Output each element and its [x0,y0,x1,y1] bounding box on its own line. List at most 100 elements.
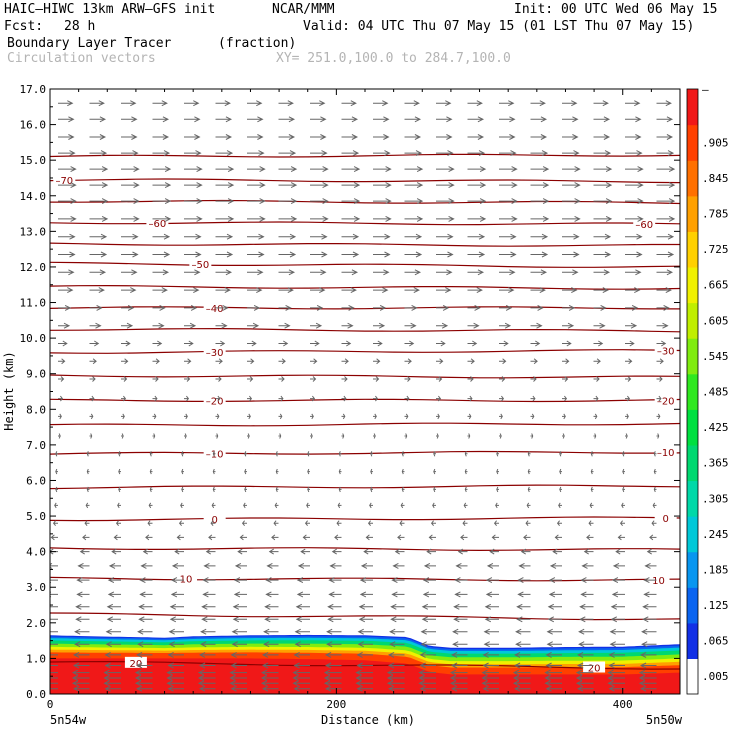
circulation-vector [58,395,64,402]
circulation-vector [359,591,373,598]
circulation-vector [495,502,499,509]
circulation-vector [215,182,235,189]
colorbar-label: .545 [702,350,729,363]
circulation-vector [327,616,342,623]
circulation-vector [184,116,201,123]
temperature-contour [50,398,680,403]
circulation-vector [341,198,361,205]
circulation-vector [121,322,134,329]
circulation-vector [580,577,594,584]
circulation-vector [265,591,279,598]
circulation-vector [656,376,663,382]
circulation-vector [369,502,373,509]
circulation-vector [215,233,234,240]
circulation-vector [515,628,531,635]
circulation-vector [74,641,90,648]
colorbar-label: .245 [702,528,729,541]
circulation-vector [294,641,310,648]
circulation-vector [152,395,158,402]
circulation-vector [420,628,436,635]
circulation-vector [482,685,499,692]
contour-label-bg [654,511,677,523]
circulation-vector [464,468,468,475]
temperature-contour [50,516,680,522]
colorbar-frame [686,88,699,695]
colorbar-label: .005 [702,670,729,683]
circulation-vector [404,233,423,240]
circulation-vector [149,468,153,475]
circulation-vector [278,233,297,240]
tracer-band-red [50,658,680,694]
circulation-vector [467,287,483,294]
circulation-vector [247,376,254,382]
circulation-vector [356,662,373,669]
circulation-vector [609,641,625,648]
circulation-vector [512,680,531,687]
circulation-vector [208,534,216,541]
circulation-vector [625,376,632,382]
circulation-vector [610,603,625,610]
circulation-vector [392,562,405,569]
circulation-vector [583,548,594,555]
circulation-vector [229,675,247,681]
circulation-vector [622,468,625,475]
circulation-vector [198,651,216,658]
colorbar-label: .425 [702,421,729,434]
valid-time: Valid: 04 UTC Thu 07 May 15 (01 LST Thu … [303,19,695,34]
circulation-vector [433,468,436,475]
circulation-vector [617,534,625,541]
circulation-vector [263,628,279,635]
circulation-vector [121,116,138,123]
circulation-vector [404,134,422,140]
circulation-vector [545,651,562,658]
circulation-vector [89,198,109,205]
circulation-vector [656,198,676,205]
circulation-vector [386,669,405,676]
circulation-vector [152,269,170,276]
circulation-vector [134,680,153,687]
temperature-contour [50,612,680,621]
circulation-vector [546,641,562,648]
circulation-vector [423,562,436,569]
circulation-vector [152,100,168,107]
circulation-vector [121,166,140,173]
contour-label: –20 [206,396,224,407]
forecast-hours: 28 h [64,19,96,34]
y-tick-label: 11.0 [20,297,47,310]
circulation-vector [455,562,468,569]
circulation-vector [232,603,247,610]
circulation-vector [625,150,643,157]
circulation-vector [355,669,373,676]
circulation-vector [593,287,609,294]
y-tick-label: 12.0 [20,261,47,274]
circulation-vector [516,603,531,610]
circulation-vector [58,340,68,347]
colorbar-label: – [702,83,709,96]
contour-label: 20 [588,664,601,675]
circulation-vector [386,675,405,681]
circulation-vector [232,616,247,623]
circulation-vector [247,251,265,258]
circulation-vector [625,358,633,365]
colorbar-swatch [687,373,698,410]
circulation-vector [512,675,531,681]
circulation-vector [467,182,487,189]
plot-frame [49,88,681,695]
circulation-vector [145,534,153,541]
circulation-vector [499,215,518,222]
circulation-vector [58,100,74,107]
circulation-vector [310,340,320,347]
circulation-vector [58,116,75,123]
circulation-vector [121,287,137,294]
y-tick-label: 2.0 [26,617,46,630]
circulation-vector [562,251,580,258]
contour-label: –20 [657,396,675,407]
circulation-vector [452,628,468,635]
circulation-vector [656,215,676,222]
circulation-vector [121,198,140,205]
circulation-vector [139,591,153,598]
circulation-vector [656,322,669,329]
circulation-vector [152,233,171,240]
circulation-vector [367,520,373,527]
circulation-vector [105,628,121,635]
